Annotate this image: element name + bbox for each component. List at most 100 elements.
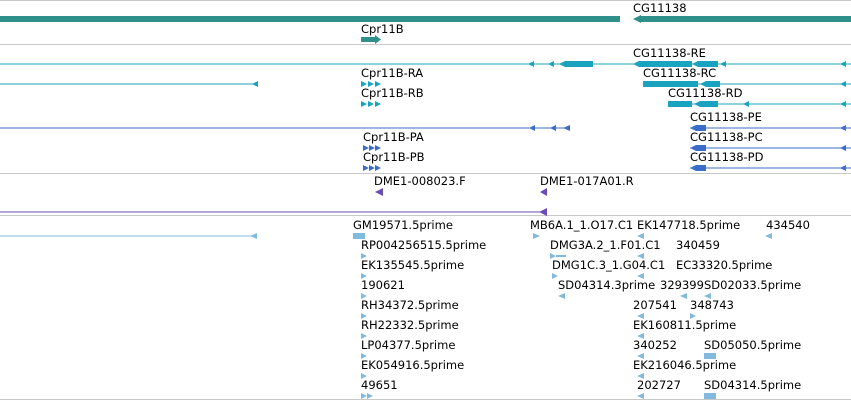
- protein-segment[interactable]: [550, 125, 556, 131]
- est-label[interactable]: DMG3A.2_1.F01.C1: [550, 238, 661, 252]
- est-alignment[interactable]: [704, 293, 711, 299]
- est-label[interactable]: 340459: [676, 238, 720, 252]
- est-label[interactable]: 340252: [633, 338, 677, 352]
- gene-feature-left[interactable]: [0, 16, 620, 22]
- est-alignment[interactable]: [556, 255, 566, 257]
- est-label[interactable]: SD02033.5prime: [704, 278, 802, 292]
- protein-segment[interactable]: [369, 165, 375, 171]
- est-alignment[interactable]: [637, 333, 644, 339]
- est-alignment[interactable]: [361, 313, 367, 319]
- transcript-exon[interactable]: [694, 101, 700, 107]
- protein-segment[interactable]: [375, 145, 381, 151]
- est-alignment[interactable]: [704, 393, 716, 399]
- transcript-label[interactable]: CG11138-RD: [668, 86, 743, 100]
- protein-label[interactable]: CG11138-PE: [690, 110, 762, 124]
- est-alignment[interactable]: [361, 393, 367, 399]
- est-alignment[interactable]: [353, 233, 365, 239]
- transcript-exon[interactable]: [643, 81, 698, 87]
- est-alignment[interactable]: [367, 393, 373, 399]
- transcript-exon[interactable]: [700, 81, 706, 87]
- protein-label[interactable]: Cpr11B-PA: [363, 130, 424, 144]
- est-label[interactable]: DMG1C.3_1.G04.C1: [552, 258, 666, 272]
- est-alignment[interactable]: [558, 293, 565, 299]
- transcript-label[interactable]: CG11138-RC: [643, 66, 717, 80]
- protein-segment[interactable]: [696, 125, 706, 131]
- protein-segment[interactable]: [690, 165, 696, 171]
- rnai-amplicon[interactable]: [375, 188, 383, 196]
- est-label[interactable]: SD04314.5prime: [704, 378, 802, 392]
- est-label[interactable]: EK054916.5prime: [361, 358, 465, 372]
- transcript-label[interactable]: Cpr11B-RB: [361, 86, 424, 100]
- transcript-exon[interactable]: [565, 61, 593, 67]
- gene-label[interactable]: Cpr11B: [361, 22, 404, 36]
- est-alignment[interactable]: [550, 253, 556, 259]
- transcript-exon[interactable]: [639, 61, 692, 67]
- est-alignment[interactable]: [361, 353, 367, 359]
- est-alignment[interactable]: [361, 253, 367, 259]
- protein-segment[interactable]: [840, 165, 846, 171]
- est-alignment[interactable]: [361, 273, 367, 279]
- est-label[interactable]: RH34372.5prime: [361, 298, 459, 312]
- transcript-exon[interactable]: [700, 101, 718, 107]
- transcript-exon[interactable]: [375, 81, 381, 87]
- transcript-exon[interactable]: [668, 101, 692, 107]
- rnai-label[interactable]: DME1-008023.F: [374, 174, 466, 188]
- est-alignment[interactable]: [765, 233, 772, 239]
- transcript-exon[interactable]: [559, 61, 565, 67]
- transcript-exon[interactable]: [633, 61, 639, 67]
- est-alignment[interactable]: [680, 293, 687, 299]
- transcript-exon[interactable]: [698, 61, 718, 67]
- est-alignment[interactable]: [637, 253, 644, 259]
- transcript-exon[interactable]: [375, 101, 381, 107]
- est-label[interactable]: 190621: [361, 278, 405, 292]
- est-label[interactable]: EC33320.5prime: [676, 258, 773, 272]
- est-alignment[interactable]: [250, 233, 257, 239]
- est-label[interactable]: EK216046.5prime: [633, 358, 737, 372]
- protein-label[interactable]: Cpr11B-PB: [363, 150, 425, 164]
- protein-segment[interactable]: [840, 125, 846, 131]
- est-alignment[interactable]: [637, 393, 644, 399]
- protein-segment[interactable]: [529, 125, 535, 131]
- est-label[interactable]: 329399: [660, 278, 704, 292]
- est-label[interactable]: 207541: [633, 298, 677, 312]
- est-alignment[interactable]: [361, 373, 367, 379]
- transcript-label[interactable]: CG11138-RE: [633, 46, 706, 60]
- protein-label[interactable]: CG11138-PD: [690, 150, 764, 164]
- transcript-exon[interactable]: [368, 81, 374, 87]
- est-alignment[interactable]: [637, 353, 644, 359]
- transcript-exon[interactable]: [252, 81, 258, 87]
- protein-label[interactable]: CG11138-PC: [690, 130, 763, 144]
- transcript-exon[interactable]: [548, 61, 554, 67]
- est-label[interactable]: RP004256515.5prime: [361, 238, 487, 252]
- rnai-amplicon[interactable]: [540, 188, 547, 196]
- est-alignment[interactable]: [637, 233, 644, 239]
- transcript-exon[interactable]: [361, 81, 367, 87]
- transcript-exon[interactable]: [840, 101, 846, 107]
- est-label[interactable]: EK147718.5prime: [637, 218, 741, 232]
- est-alignment[interactable]: [533, 233, 540, 239]
- est-alignment[interactable]: [361, 333, 367, 339]
- est-label[interactable]: 49651: [361, 378, 398, 392]
- transcript-exon[interactable]: [528, 61, 534, 67]
- rnai-amplicon[interactable]: [539, 208, 547, 216]
- protein-segment[interactable]: [375, 165, 381, 171]
- gene-feature-cpr11b[interactable]: [361, 37, 375, 42]
- est-label[interactable]: 434540: [766, 218, 810, 232]
- transcript-exon[interactable]: [368, 101, 374, 107]
- est-label[interactable]: GM19571.5prime: [353, 218, 453, 232]
- protein-segment[interactable]: [369, 145, 375, 151]
- est-label[interactable]: LP04377.5prime: [361, 338, 456, 352]
- protein-segment[interactable]: [696, 145, 706, 151]
- est-label[interactable]: 348743: [690, 298, 734, 312]
- rnai-label[interactable]: DME1-017A01.R: [540, 174, 634, 188]
- protein-segment[interactable]: [690, 125, 696, 131]
- transcript-label[interactable]: Cpr11B-RA: [361, 66, 424, 80]
- protein-segment[interactable]: [363, 145, 369, 151]
- est-label[interactable]: SD04314.3prime: [558, 278, 656, 292]
- protein-segment[interactable]: [363, 165, 369, 171]
- est-alignment[interactable]: [552, 273, 558, 279]
- gene-label[interactable]: CG11138: [633, 1, 687, 15]
- est-label[interactable]: EK160811.5prime: [633, 318, 737, 332]
- protein-segment[interactable]: [696, 165, 706, 171]
- transcript-exon[interactable]: [692, 61, 698, 67]
